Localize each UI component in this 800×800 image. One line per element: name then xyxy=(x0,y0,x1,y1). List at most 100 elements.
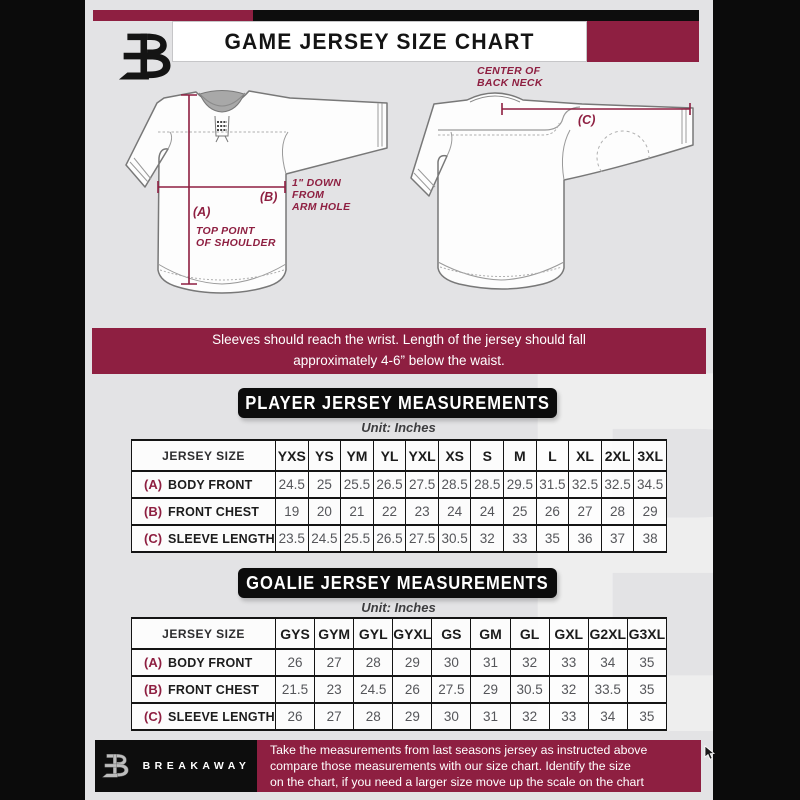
size-column-header: GL xyxy=(509,617,550,650)
size-column-header: M xyxy=(503,439,537,472)
measurement-cell: 32.5 xyxy=(600,470,635,499)
front-jersey-diagram: (B) 1" DOWN FROM ARM HOLE (A) TOP POINT … xyxy=(125,90,388,294)
measurement-cell: 31 xyxy=(470,702,511,731)
measurement-cell: 25 xyxy=(503,497,537,526)
measurement-cell: 29 xyxy=(470,675,511,704)
front-caption-b-line3: ARM HOLE xyxy=(291,201,351,213)
measurement-cell: 26 xyxy=(274,648,316,677)
measurement-cell: 27.5 xyxy=(405,524,439,553)
footer-brand-name: BREAKAWAY xyxy=(142,760,251,772)
measurement-cell: 30.5 xyxy=(509,675,550,704)
measurement-cell: 32.5 xyxy=(568,470,602,499)
measurement-cell: 26 xyxy=(535,497,570,526)
measurement-cell: 26.5 xyxy=(372,470,407,499)
measurement-cell: 32 xyxy=(509,648,550,677)
measurement-row: (B) FRONT CHEST 19 20 21 22 23 24 24 25 26 27 28 29 xyxy=(131,497,667,526)
measurement-cell: 24.5 xyxy=(275,470,309,499)
footer-note-line-3: on the chart, if you need a larger size … xyxy=(270,775,644,790)
measurement-cell: 35 xyxy=(626,702,668,731)
measurement-cell: 30 xyxy=(431,648,472,677)
row-key: (B) xyxy=(144,681,163,697)
banner-line-2: approximately 4-6” below the waist. xyxy=(293,353,505,368)
front-caption-b-line1: 1" DOWN xyxy=(292,177,341,189)
measurement-row: (A) BODY FRONT 24.5 25 25.5 26.5 27.5 28.5 28.5 2… xyxy=(131,470,667,499)
front-caption-b-line2: FROM xyxy=(292,189,324,201)
measurement-cell: 19 xyxy=(275,497,309,526)
row-label: FRONT CHEST xyxy=(168,504,260,519)
goalie-section-title: GOALIE JERSEY MEASUREMENTS xyxy=(246,572,549,593)
measurement-cell: 30 xyxy=(431,702,472,731)
title-maroon-accent xyxy=(587,21,699,62)
measurement-cell: 35 xyxy=(626,648,668,677)
goalie-table-header-row: JERSEY SIZE GYS GYM GYL GYXL GS GM GL GXL G2XL G3X… xyxy=(131,617,668,650)
measurement-cell: 33 xyxy=(503,524,537,553)
measurement-cell: 27 xyxy=(314,648,355,677)
row-header: (A) BODY FRONT xyxy=(131,648,276,677)
measurement-cell: 27 xyxy=(314,702,355,731)
front-collar-inner xyxy=(199,90,245,113)
measurement-cell: 24.5 xyxy=(353,675,394,704)
measurement-cell: 24 xyxy=(470,497,505,526)
goalie-unit-label: Unit: Inches xyxy=(361,600,436,615)
footer-note-box: Take the measurements from last seasons … xyxy=(257,740,701,792)
footer-brand-box: BREAKAWAY xyxy=(95,740,257,792)
goalie-measurements-table: JERSEY SIZE GYS GYM GYL GYXL GS GM GL GXL G2XL G3X… xyxy=(131,617,668,731)
row-label: BODY FRONT xyxy=(168,655,253,670)
size-column-header: GYM xyxy=(314,617,355,650)
size-column-header: YL xyxy=(372,439,407,472)
front-jersey-outline xyxy=(125,90,388,294)
measurement-cell: 25.5 xyxy=(340,470,374,499)
measurement-cell: 20 xyxy=(307,497,342,526)
footer-note-line-1: Take the measurements from last seasons … xyxy=(270,742,648,757)
row-header: (B) FRONT CHEST xyxy=(131,497,276,526)
measurement-cell: 23 xyxy=(405,497,439,526)
measurement-cell: 29 xyxy=(633,497,667,526)
size-column-header: XL xyxy=(568,439,602,472)
measurement-cell: 28.5 xyxy=(437,470,472,499)
measurement-cell: 38 xyxy=(633,524,667,553)
measurement-cell: 29.5 xyxy=(503,470,537,499)
row-header: (B) FRONT CHEST xyxy=(131,675,276,704)
row-label: SLEEVE LENGTH xyxy=(168,531,275,546)
measurement-cell: 26 xyxy=(392,675,433,704)
breakaway-logo-icon xyxy=(118,33,171,80)
measurement-cell: 21.5 xyxy=(274,675,316,704)
size-column-header: 2XL xyxy=(600,439,635,472)
measurement-cell: 29 xyxy=(392,648,433,677)
measurement-cell: 24 xyxy=(437,497,472,526)
row-label: BODY FRONT xyxy=(168,477,253,492)
size-column-header: 3XL xyxy=(633,439,667,472)
measurement-cell: 27 xyxy=(568,497,602,526)
row-key: (A) xyxy=(144,476,163,492)
back-caption-c-line2: BACK NECK xyxy=(477,77,544,89)
measurement-row: (C) SLEEVE LENGTH 26 27 28 29 30 31 32 33 34 35 xyxy=(131,702,668,731)
back-caption-c-line1: CENTER OF xyxy=(477,65,541,77)
measurement-cell: 27.5 xyxy=(431,675,472,704)
measurement-cell: 33 xyxy=(548,702,589,731)
row-key: (C) xyxy=(144,708,163,724)
measurement-cell: 23 xyxy=(314,675,355,704)
measurement-cell: 37 xyxy=(600,524,635,553)
size-column-header: G2XL xyxy=(587,617,628,650)
measurement-cell: 22 xyxy=(372,497,407,526)
measurement-cell: 31.5 xyxy=(535,470,570,499)
size-column-header: YS xyxy=(307,439,342,472)
front-caption-a-line2: OF SHOULDER xyxy=(196,237,276,249)
measurement-cell: 24.5 xyxy=(307,524,342,553)
mouse-cursor xyxy=(704,745,716,760)
jersey-size-column-header: JERSEY SIZE xyxy=(131,439,276,472)
measurement-cell: 27.5 xyxy=(405,470,439,499)
measurement-cell: 28 xyxy=(600,497,635,526)
measurement-cell: 33.5 xyxy=(587,675,628,704)
measurement-row: (A) BODY FRONT 26 27 28 29 30 31 32 33 34 35 xyxy=(131,648,668,677)
measurement-cell: 26 xyxy=(274,702,316,731)
row-key: (A) xyxy=(144,654,163,670)
measurement-row: (C) SLEEVE LENGTH 23.5 24.5 25.5 26.5 27.5 30.5… xyxy=(131,524,667,553)
measurement-cell: 29 xyxy=(392,702,433,731)
size-column-header: G3XL xyxy=(626,617,668,650)
measurement-cell: 25.5 xyxy=(340,524,374,553)
breakaway-footer-logo-icon xyxy=(101,754,129,778)
player-table-header-row: JERSEY SIZE YXS YS YM YL YXL XS S M L XL 2XL 3XL xyxy=(131,439,667,472)
player-section-header: PLAYER JERSEY MEASUREMENTS xyxy=(238,388,557,418)
